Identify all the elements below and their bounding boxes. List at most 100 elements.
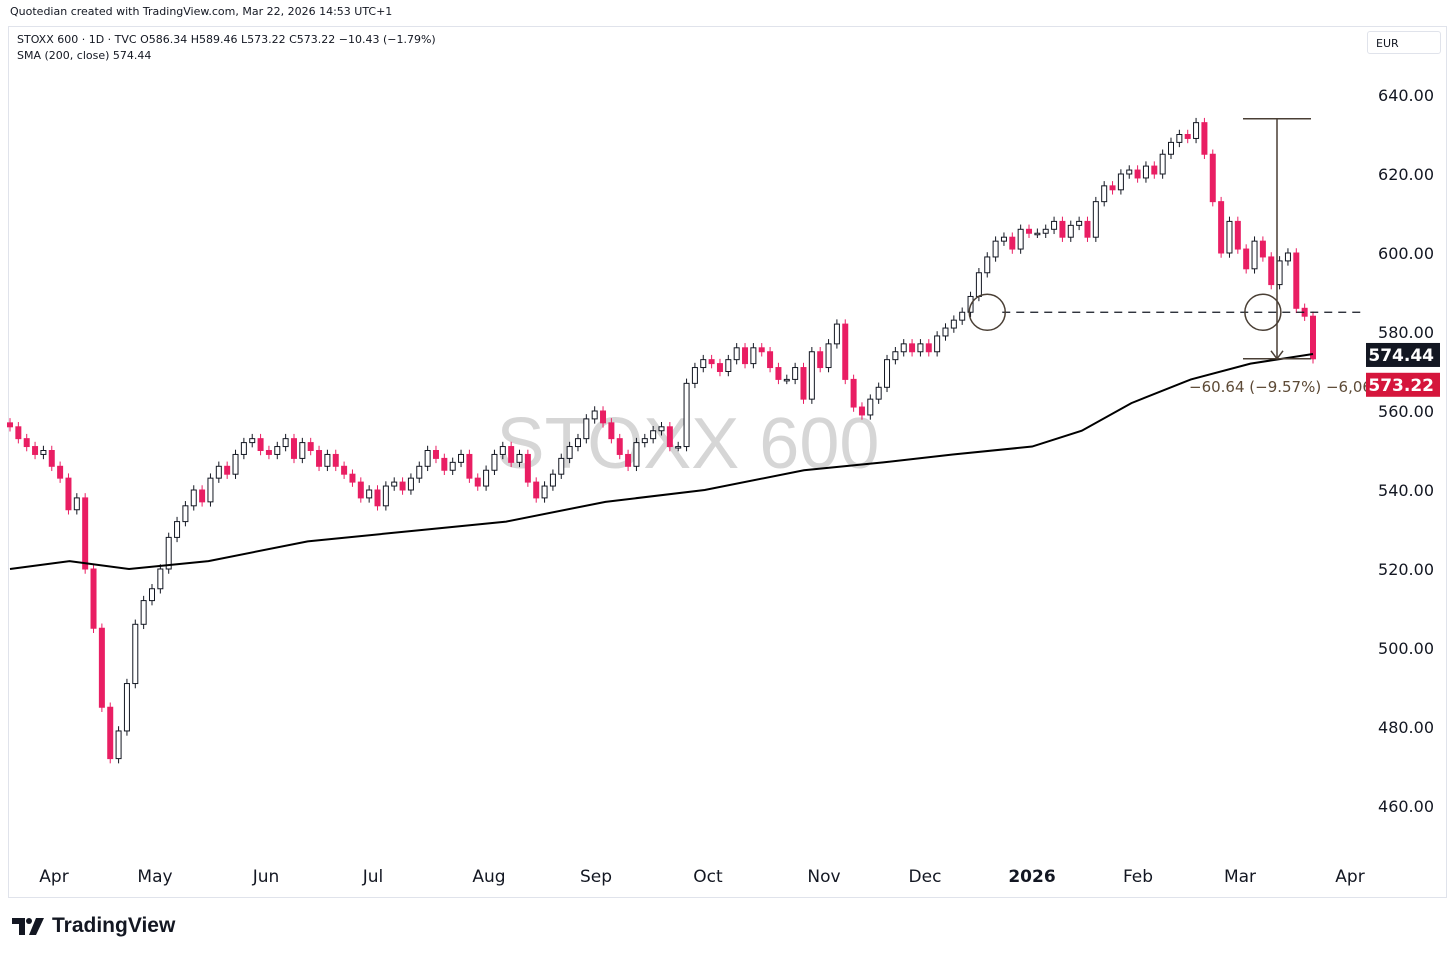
candle-body: [366, 489, 373, 499]
candle-body: [290, 438, 297, 459]
candle-body: [1310, 315, 1316, 360]
candle-body: [666, 426, 673, 448]
candle-body: [182, 505, 189, 523]
candle-body: [458, 453, 465, 463]
candle-body: [884, 359, 891, 388]
candle-body: [416, 465, 423, 479]
candle-body: [1009, 236, 1016, 250]
tradingview-icon: [12, 918, 44, 935]
candle-body: [1084, 220, 1091, 238]
candle-body: [867, 398, 874, 416]
x-tick-label: Mar: [1224, 867, 1256, 887]
candle-body: [683, 382, 690, 448]
candle-body: [207, 477, 214, 503]
candle-body: [140, 600, 147, 625]
candle-body: [1159, 153, 1166, 175]
candle-body: [399, 481, 406, 491]
candle-body: [107, 706, 114, 760]
candle-body: [1026, 228, 1033, 234]
candle-body: [32, 446, 39, 455]
candle-body: [1134, 169, 1141, 179]
brand-name: TradingView: [52, 914, 176, 937]
candle-body: [391, 481, 398, 487]
y-tick-label: 560.00: [1378, 402, 1434, 421]
candle-body: [558, 457, 565, 475]
candle-body: [73, 497, 80, 511]
candle-body: [1059, 220, 1066, 238]
candle-body: [282, 438, 289, 448]
x-tick-label: Nov: [807, 867, 840, 887]
candle-body: [224, 465, 231, 475]
candle-body: [1067, 224, 1074, 238]
candle-body: [817, 351, 824, 369]
candle-body: [716, 363, 723, 373]
y-tick-label: 460.00: [1378, 797, 1434, 816]
candle-body: [1151, 165, 1158, 175]
candle-body: [633, 442, 640, 467]
candle-body: [566, 446, 573, 459]
candle-body: [341, 465, 348, 475]
candle-body: [257, 438, 264, 451]
candle-body: [808, 351, 815, 400]
candle-body: [432, 450, 439, 459]
candle-body: [1201, 122, 1208, 155]
candle-body: [374, 489, 381, 507]
candle-body: [516, 453, 523, 463]
candle-body: [324, 453, 331, 467]
candle-body: [491, 453, 498, 471]
candle-body: [132, 623, 139, 685]
candle-body: [1017, 228, 1024, 250]
candle-body: [583, 418, 590, 440]
x-tick-label: Oct: [693, 867, 723, 887]
candle-body: [858, 406, 865, 416]
candle-body: [984, 256, 991, 274]
candle-body: [1126, 169, 1133, 175]
candle-body: [691, 367, 698, 384]
candle-body: [57, 465, 64, 479]
candle-body: [942, 327, 949, 337]
candle-body: [1042, 228, 1049, 234]
y-tick-label: 640.00: [1378, 86, 1434, 105]
y-tick-label: 500.00: [1378, 639, 1434, 658]
candle-body: [7, 422, 13, 428]
y-tick-label: 600.00: [1378, 244, 1434, 263]
candle-body: [917, 343, 924, 353]
candle-body: [1051, 220, 1058, 230]
candle-body: [332, 453, 339, 467]
last-price-label-bg: [1366, 372, 1440, 397]
candle-body: [82, 497, 89, 570]
candle-body: [616, 438, 623, 455]
candle-body: [850, 378, 857, 408]
candle-body: [1268, 256, 1275, 286]
candle-body: [842, 323, 849, 380]
y-tick-label: 580.00: [1378, 323, 1434, 342]
tradingview-logo[interactable]: TradingView: [12, 914, 175, 938]
candle-body: [750, 347, 757, 365]
y-tick-label: 520.00: [1378, 560, 1434, 579]
candle-body: [1109, 185, 1116, 191]
candle-body: [1193, 122, 1200, 139]
sma-legend[interactable]: SMA (200, close) 574.44: [17, 49, 152, 62]
candle-body: [357, 481, 364, 499]
last-price-label: 573.22: [1368, 376, 1434, 396]
symbol-legend[interactable]: STOXX 600 · 1D · TVC O586.34 H589.46 L57…: [17, 33, 436, 46]
candle-body: [441, 457, 448, 471]
candle-body: [758, 347, 765, 353]
candle-body: [591, 410, 598, 420]
sma-price-label: 574.44: [1368, 346, 1434, 366]
candle-body: [650, 430, 657, 440]
candle-body: [925, 343, 932, 353]
currency-selector[interactable]: EUR: [1367, 31, 1441, 54]
measure-arrow: [1270, 350, 1284, 361]
candle-body: [148, 588, 155, 602]
candle-body: [232, 453, 239, 475]
candle-body: [641, 438, 648, 444]
candle-body: [40, 450, 47, 455]
candle-body: [950, 319, 957, 329]
candle-body: [1034, 232, 1041, 236]
chart-frame: [8, 26, 1447, 898]
candle-body: [215, 465, 222, 479]
candle-body: [524, 453, 531, 483]
x-tick-label: Apr: [1335, 867, 1364, 887]
